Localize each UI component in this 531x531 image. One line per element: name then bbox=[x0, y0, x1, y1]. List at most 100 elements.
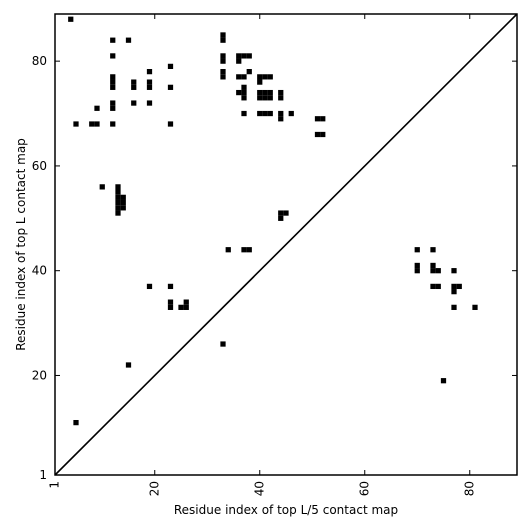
contact-point bbox=[68, 16, 74, 22]
contact-point bbox=[236, 89, 242, 96]
x-tick-label: 80 bbox=[462, 481, 476, 496]
diagonal bbox=[54, 13, 518, 476]
contact-point bbox=[267, 89, 273, 96]
x-axis-title: Residue index of top L/5 contact map bbox=[174, 503, 398, 517]
contact-point bbox=[414, 247, 420, 253]
contact-point bbox=[262, 74, 268, 80]
contact-point bbox=[115, 189, 121, 195]
contact-point bbox=[320, 116, 326, 122]
contact-point bbox=[241, 53, 247, 59]
contact-points bbox=[68, 16, 478, 426]
contact-point bbox=[110, 53, 116, 59]
contact-point bbox=[456, 283, 462, 290]
contact-point bbox=[257, 95, 263, 101]
contact-point bbox=[110, 105, 116, 111]
contact-point bbox=[167, 283, 174, 290]
y-tick-label: 20 bbox=[32, 368, 47, 382]
contact-point bbox=[125, 37, 132, 43]
contact-point bbox=[110, 74, 116, 80]
y-tick-label: 60 bbox=[32, 159, 47, 173]
contact-point bbox=[178, 304, 184, 310]
contact-point bbox=[278, 110, 284, 117]
contact-point bbox=[167, 304, 174, 310]
x-tick-label: 40 bbox=[252, 481, 266, 496]
contact-point bbox=[278, 210, 284, 216]
contact-point bbox=[241, 247, 247, 253]
contact-point bbox=[278, 95, 284, 101]
contact-point bbox=[167, 121, 174, 127]
contact-point bbox=[262, 95, 268, 101]
contact-point bbox=[220, 53, 226, 59]
contact-point bbox=[241, 89, 247, 96]
contact-point bbox=[110, 121, 116, 127]
contact-point bbox=[94, 121, 100, 127]
contact-point bbox=[267, 95, 273, 101]
contact-point bbox=[110, 84, 116, 90]
contact-point bbox=[278, 215, 284, 221]
contact-point bbox=[246, 69, 252, 75]
contact-point bbox=[257, 74, 263, 80]
contact-point bbox=[167, 84, 174, 90]
contact-point bbox=[167, 299, 174, 305]
contact-point bbox=[430, 262, 436, 269]
contact-point bbox=[167, 63, 174, 70]
contact-point bbox=[120, 205, 126, 211]
contact-point bbox=[451, 283, 457, 290]
contact-point bbox=[220, 69, 226, 75]
contact-point bbox=[267, 74, 273, 80]
contact-point bbox=[110, 37, 116, 43]
contact-point bbox=[430, 247, 436, 253]
contact-point bbox=[99, 184, 105, 190]
contact-point bbox=[314, 116, 321, 122]
contact-point bbox=[236, 74, 242, 80]
contact-point bbox=[430, 283, 436, 290]
contact-point bbox=[257, 79, 263, 85]
contact-point bbox=[440, 378, 447, 384]
contact-point bbox=[451, 268, 457, 274]
contact-point bbox=[451, 304, 457, 310]
contact-point bbox=[241, 84, 247, 90]
contact-point bbox=[220, 37, 226, 43]
contact-point bbox=[220, 341, 226, 347]
contact-point bbox=[451, 289, 457, 295]
ticks: 1 20 40 60 80 1 20 40 60 80 bbox=[32, 14, 517, 496]
contact-point bbox=[110, 100, 116, 106]
contact-point bbox=[288, 110, 294, 117]
contact-point bbox=[131, 79, 137, 85]
contact-point bbox=[115, 210, 121, 216]
contact-point bbox=[414, 268, 420, 274]
contact-point bbox=[73, 419, 79, 426]
contact-point bbox=[146, 79, 153, 85]
contact-point bbox=[241, 110, 247, 117]
contact-point bbox=[236, 53, 242, 59]
contact-point bbox=[278, 116, 284, 122]
contact-point bbox=[236, 58, 242, 64]
contact-point bbox=[241, 74, 247, 80]
contact-point bbox=[146, 69, 153, 75]
contact-point bbox=[262, 110, 268, 117]
contact-point bbox=[278, 89, 284, 96]
contact-point bbox=[430, 268, 436, 274]
contact-point bbox=[183, 299, 189, 305]
contact-point bbox=[146, 100, 153, 106]
contact-point bbox=[257, 89, 263, 96]
contact-point bbox=[115, 184, 121, 190]
y-tick-label: 1 bbox=[39, 468, 47, 482]
contact-point bbox=[220, 74, 226, 80]
plot-frame bbox=[54, 13, 518, 476]
contact-point bbox=[89, 121, 95, 127]
contact-point bbox=[220, 58, 226, 64]
contact-point bbox=[414, 262, 420, 269]
contact-point bbox=[472, 304, 478, 310]
contact-point bbox=[314, 131, 321, 138]
contact-point bbox=[283, 210, 289, 216]
y-tick-label: 40 bbox=[32, 264, 47, 278]
contact-point bbox=[120, 194, 126, 200]
contact-point bbox=[115, 194, 121, 200]
y-axis-title: Residue index of top L contact map bbox=[14, 138, 28, 351]
contact-point bbox=[110, 79, 116, 85]
diagonal-line bbox=[54, 13, 518, 476]
x-tick-label: 60 bbox=[357, 481, 371, 496]
contact-point bbox=[246, 247, 252, 253]
contact-point bbox=[131, 84, 137, 90]
